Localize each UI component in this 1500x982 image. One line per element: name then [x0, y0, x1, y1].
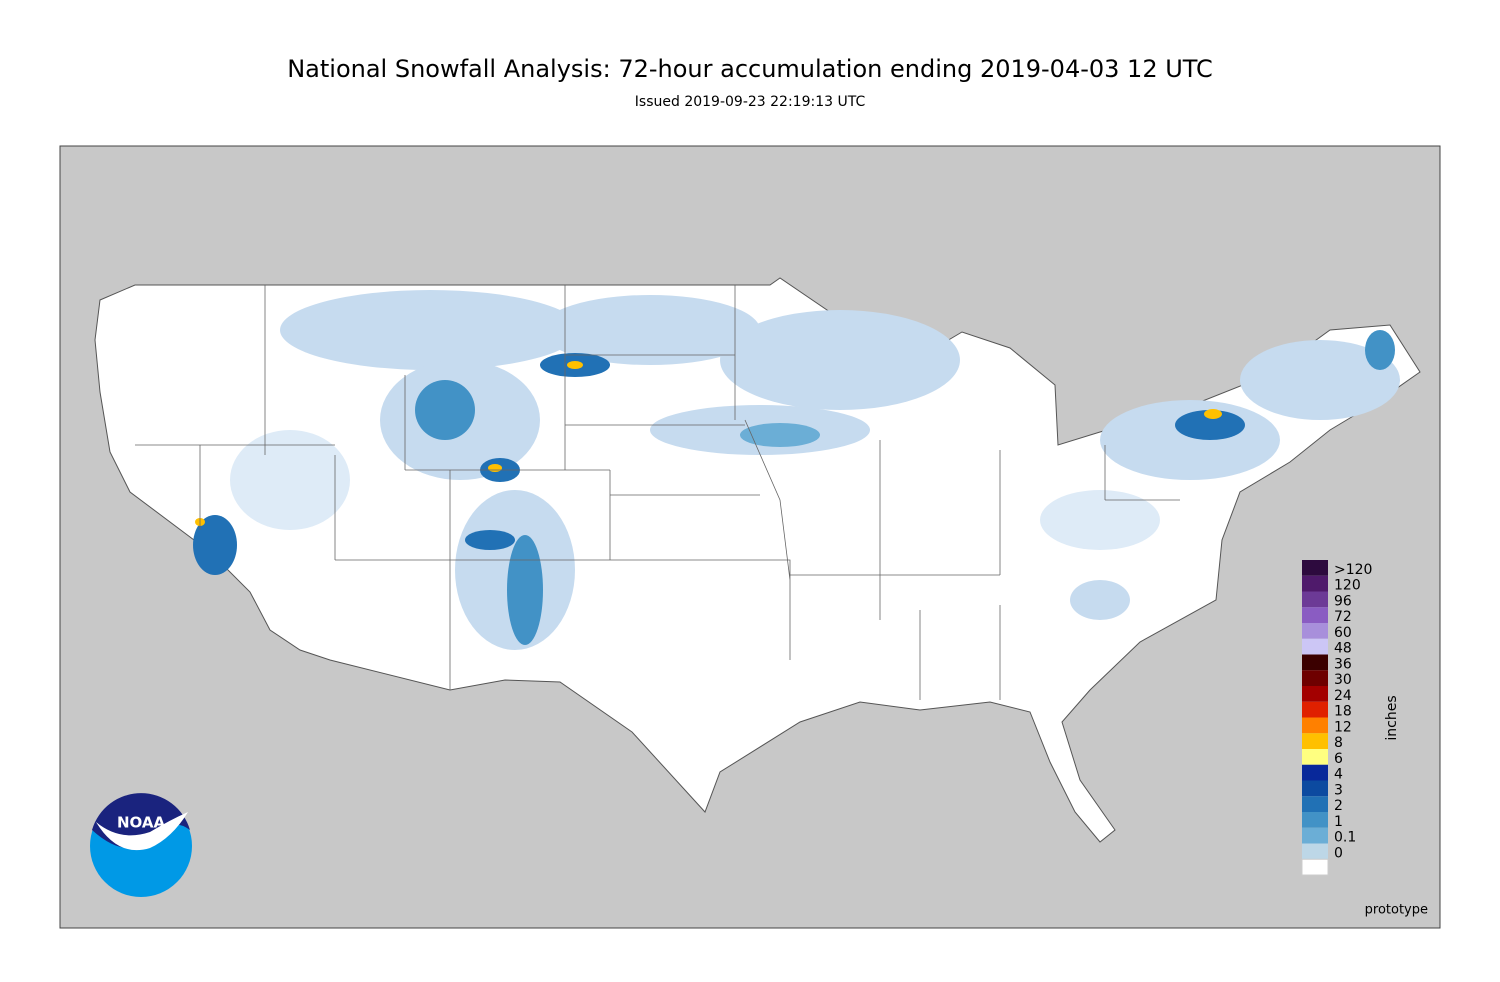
legend-label: 60: [1334, 625, 1352, 641]
legend-swatch: [1302, 812, 1328, 828]
legend-label: 8: [1334, 735, 1343, 751]
legend-swatch: [1302, 623, 1328, 639]
legend-swatch: [1302, 575, 1328, 592]
legend-swatch: [1302, 733, 1328, 749]
legend-swatch: [1302, 780, 1328, 797]
legend-swatch: [1302, 686, 1328, 702]
legend-swatch: [1302, 827, 1328, 844]
legend-label: 0: [1334, 845, 1343, 861]
legend-label: 72: [1334, 609, 1352, 625]
subtitle: Issued 2019-09-23 22:19:13 UTC: [635, 94, 866, 110]
legend-unit: inches: [1384, 695, 1400, 740]
legend-label: 12: [1334, 719, 1352, 735]
snow-areas: [193, 290, 1400, 650]
legend-swatch: [1302, 764, 1328, 781]
logo-text: NOAA: [117, 814, 166, 832]
legend-swatch: [1302, 843, 1328, 860]
legend-swatch: [1302, 749, 1328, 765]
legend-label: 0.1: [1334, 830, 1356, 846]
legend-swatch: [1302, 796, 1328, 812]
legend-swatch: [1302, 654, 1328, 671]
legend-label: >120: [1334, 562, 1372, 578]
legend-label: 120: [1334, 578, 1361, 594]
legend-swatch: [1302, 701, 1328, 718]
legend-label: 2: [1334, 798, 1343, 814]
legend-label: 3: [1334, 782, 1343, 798]
legend-swatch: [1301, 858, 1329, 876]
footer-note: prototype: [1365, 903, 1428, 918]
legend-label: 4: [1334, 767, 1343, 783]
legend-label: 24: [1334, 688, 1352, 704]
legend-label: 96: [1334, 593, 1352, 609]
legend-swatch: [1302, 591, 1328, 608]
legend-label: 6: [1334, 751, 1343, 767]
noaa-logo: NOAA: [90, 793, 192, 897]
legend-swatch: [1302, 607, 1328, 623]
legend-label: 48: [1334, 641, 1352, 657]
legend-swatch: [1302, 717, 1328, 734]
legend-swatch: [1302, 560, 1328, 576]
legend-swatch: [1302, 638, 1328, 655]
legend-label: 1: [1334, 814, 1343, 830]
legend-label: 36: [1334, 656, 1352, 672]
state-borders: [135, 285, 1180, 700]
legend-label: 30: [1334, 672, 1352, 688]
map: [59, 145, 1441, 929]
legend-label: 18: [1334, 704, 1352, 720]
title: National Snowfall Analysis: 72-hour accu…: [287, 55, 1213, 83]
legend-swatch: [1302, 670, 1328, 686]
